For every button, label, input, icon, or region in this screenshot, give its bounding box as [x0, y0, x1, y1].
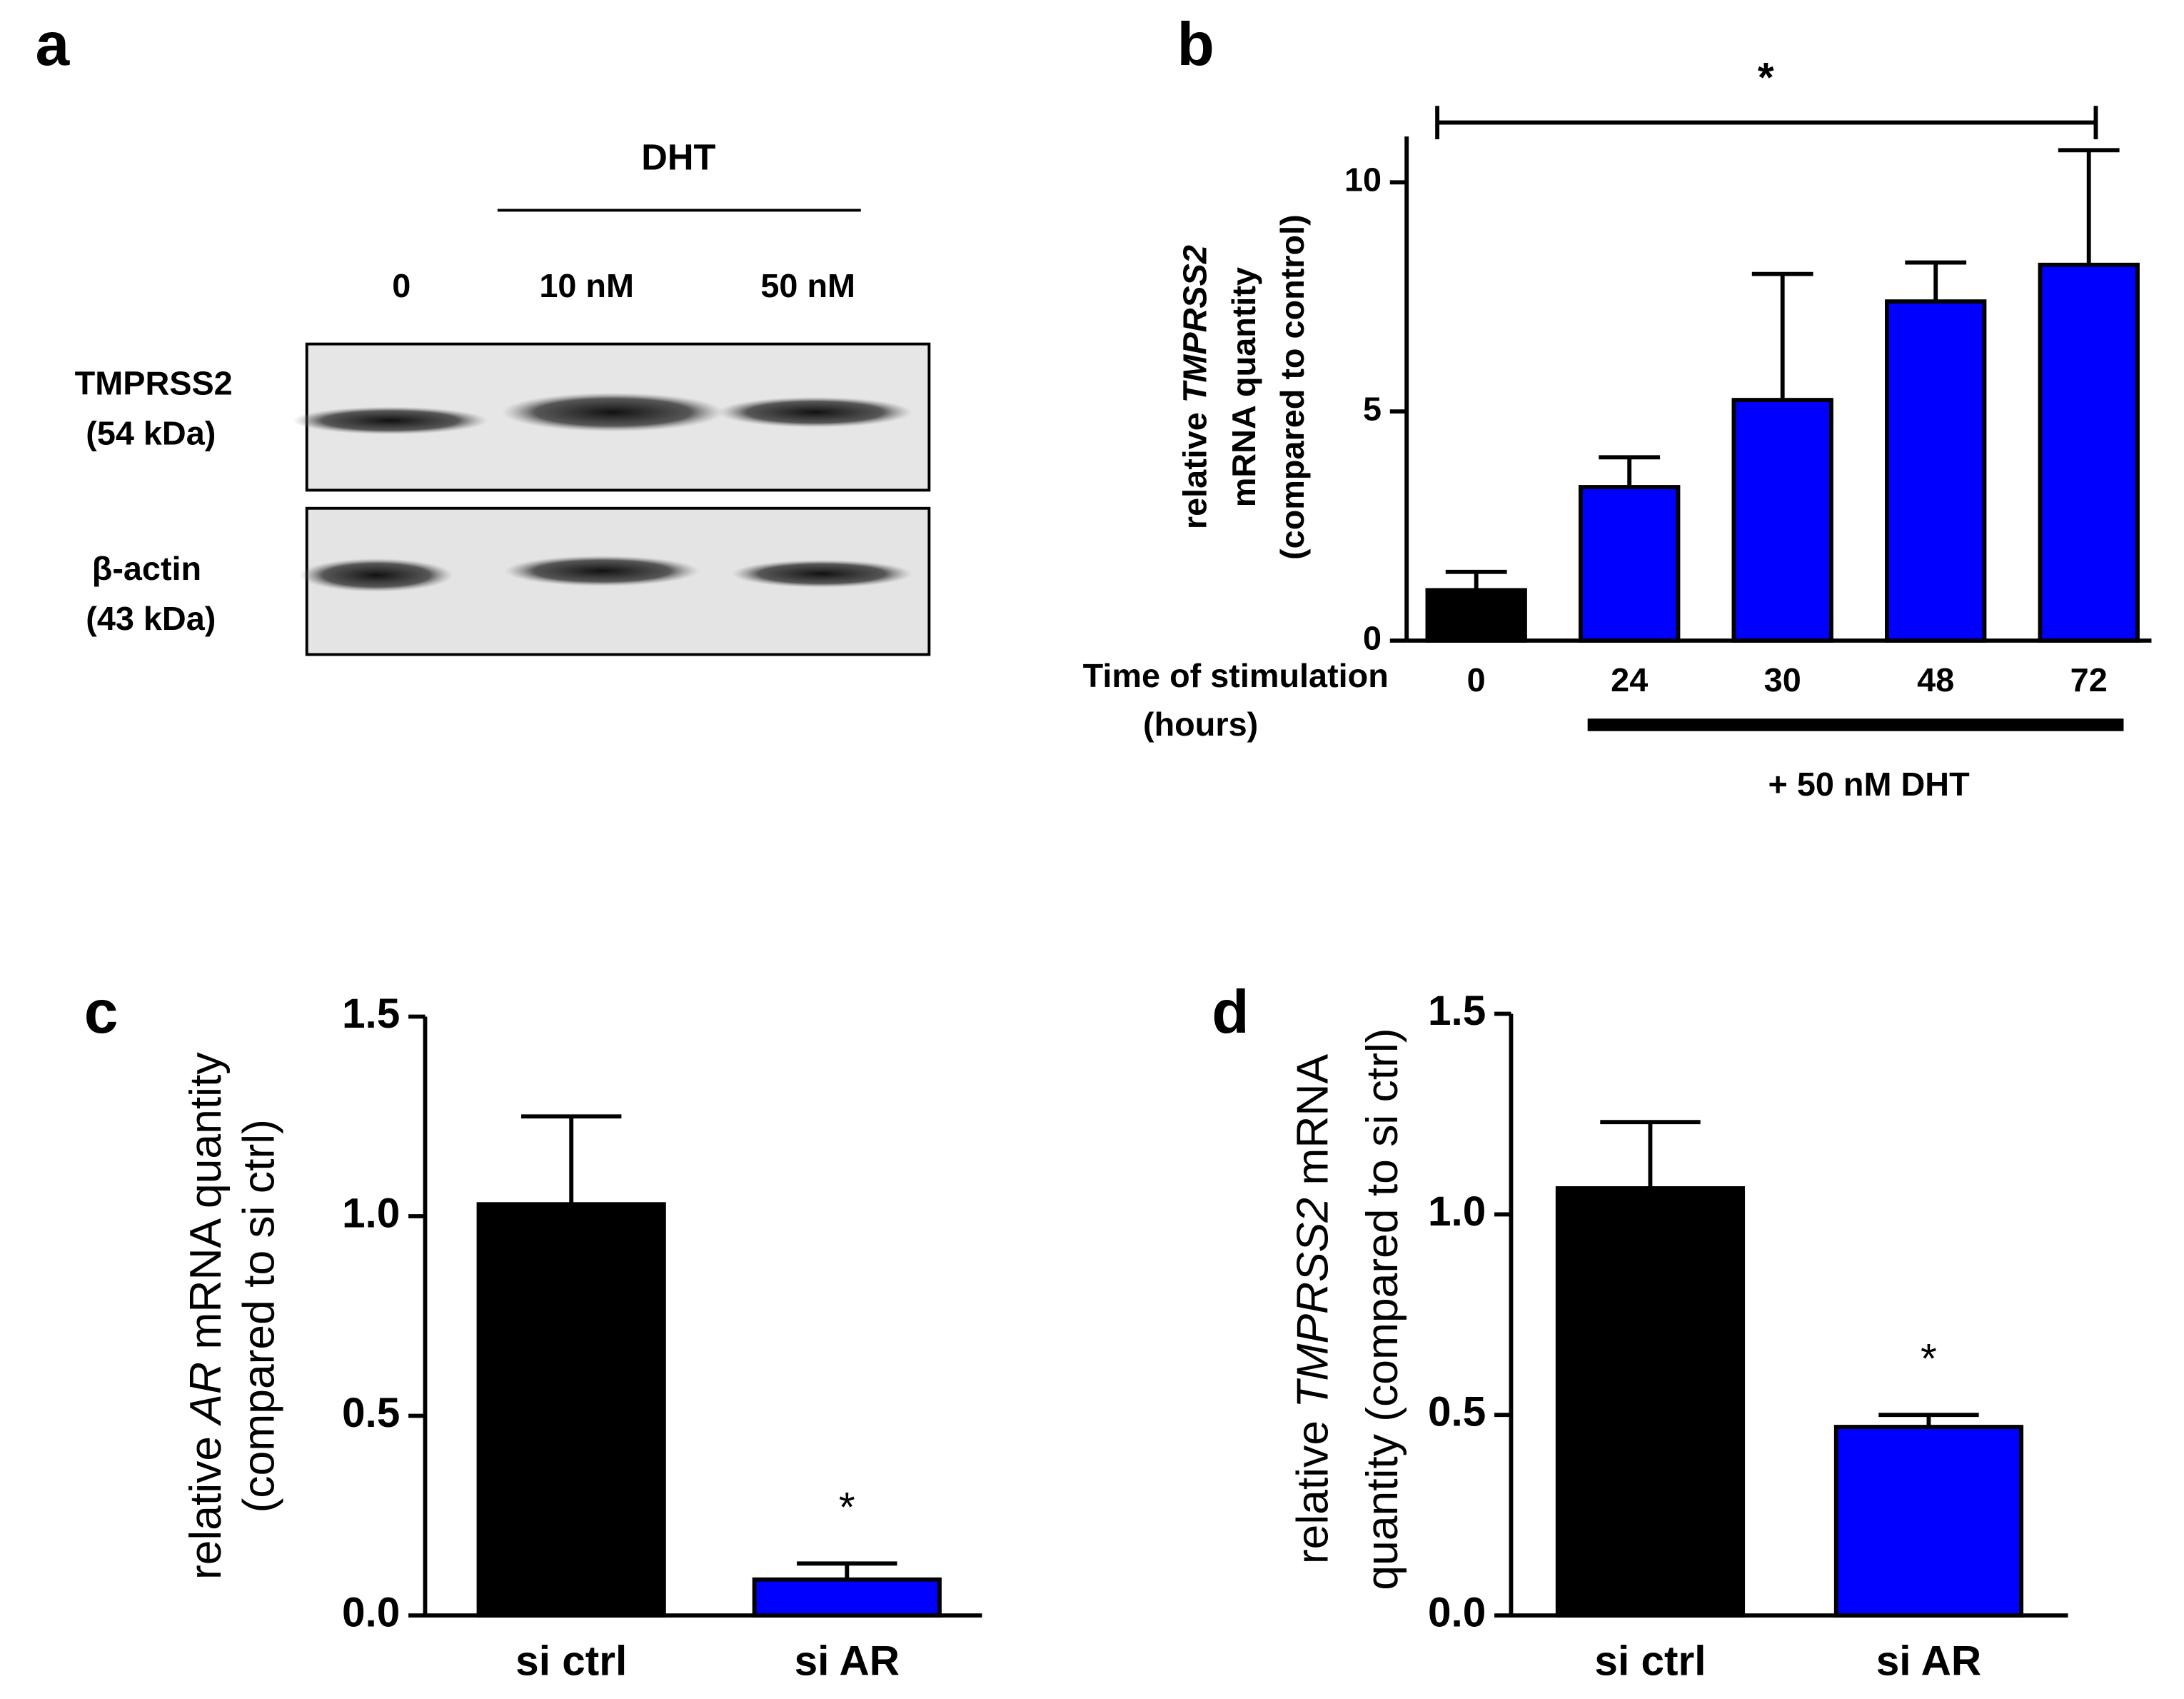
x-tick-label: si ctrl [1594, 1638, 1706, 1685]
bar [752, 1577, 942, 1618]
y-axis-label: relative TMPRSS2 mRNA [1289, 1054, 1338, 1565]
treatment-label: + 50 nM DHT [1768, 766, 1971, 803]
y-axis-label-part: relative [1177, 403, 1214, 529]
lane-label: 50 nM [760, 267, 855, 304]
y-tick-label: 1.0 [1428, 1188, 1486, 1235]
y-tick-label: 1.5 [1428, 988, 1486, 1034]
y-axis-label-part: relative [1289, 1408, 1338, 1564]
row-label: TMPRSS2 [75, 365, 233, 402]
x-tick-label: 30 [1764, 661, 1801, 698]
blot-band [717, 396, 912, 428]
y-axis-label-part: mRNA quantity [1225, 267, 1262, 507]
row-size: (43 kDa) [86, 600, 216, 637]
y-axis-label: mRNA quantity [1225, 267, 1262, 507]
blot-panel: a DHT 0 10 nM 50 nM TMPRSS2 (54 kDa) β-a… [35, 10, 931, 656]
y-axis-label-part: (compared to control) [1274, 214, 1312, 560]
x-tick-label: 72 [2070, 661, 2108, 698]
x-tick-label: si AR [1876, 1638, 1981, 1685]
y-tick-label: 5 [1363, 390, 1382, 427]
y-tick-label: 0.0 [342, 1589, 400, 1635]
y-axis-label: relative TMPRSS2 [1177, 245, 1214, 529]
blot-band [504, 556, 700, 586]
row-size: (54 kDa) [86, 415, 216, 452]
lane-label: 0 [392, 267, 411, 304]
y-tick-label: 0.0 [1428, 1589, 1486, 1635]
y-axis-label-part: (compared to si ctrl) [235, 1119, 284, 1513]
bar [1579, 485, 1681, 643]
x-tick-label: si AR [795, 1638, 900, 1685]
bar [1833, 1425, 2024, 1618]
x-tick-label: si ctrl [515, 1638, 627, 1685]
significance-label: * [1921, 1336, 1937, 1383]
x-tick-label: 48 [1917, 661, 1954, 698]
y-axis-label-part: relative [182, 1424, 231, 1580]
y-tick-label: 0.5 [1428, 1389, 1486, 1435]
significance-label: * [1758, 55, 1774, 101]
y-axis-label: relative AR mRNA quantity [182, 1052, 231, 1580]
blot-band [293, 406, 488, 435]
y-tick-label: 0.5 [342, 1390, 400, 1436]
y-tick-label: 0 [1363, 619, 1382, 656]
y-tick-label: 1.5 [342, 991, 400, 1037]
x-tick-label: 24 [1611, 661, 1648, 698]
panel-label: a [35, 10, 70, 79]
y-axis-label-part: quantity (compared to si ctrl) [1358, 1028, 1407, 1590]
y-tick-label: 1.0 [342, 1190, 400, 1236]
panel-label: b [1177, 10, 1214, 79]
y-tick-label: 10 [1344, 161, 1382, 199]
y-axis-label-part: TMPRSS2 [1177, 245, 1214, 403]
bar [1731, 398, 1833, 643]
x-tick-label: 0 [1467, 661, 1486, 698]
y-axis-label: (compared to si ctrl) [235, 1119, 284, 1513]
x-axis-label: (hours) [1143, 706, 1258, 743]
bar [1425, 588, 1527, 643]
y-axis-label-part: mRNA [1289, 1054, 1338, 1198]
row-label: β-actin [92, 550, 201, 587]
panel-label: d [1212, 978, 1249, 1046]
bar [476, 1202, 666, 1618]
blot-band [299, 558, 453, 592]
x-axis-label: Time of stimulation [1083, 657, 1389, 694]
y-axis-label: quantity (compared to si ctrl) [1358, 1028, 1407, 1590]
lane-label: 10 nM [539, 267, 634, 304]
blot-band [731, 559, 912, 588]
treatment-bar [1587, 718, 2124, 731]
y-axis-label-part: AR [182, 1362, 231, 1427]
bar [1555, 1186, 1746, 1618]
blot-band [501, 392, 725, 432]
treatment-label: DHT [641, 137, 715, 178]
y-axis-label-part: mRNA quantity [182, 1052, 231, 1362]
y-axis-label-part: TMPRSS2 [1289, 1198, 1338, 1408]
significance-label: * [839, 1485, 855, 1531]
bar [1885, 299, 1987, 643]
bar [2038, 262, 2140, 643]
panel-label: c [84, 978, 119, 1046]
y-axis-label: (compared to control) [1274, 214, 1312, 560]
